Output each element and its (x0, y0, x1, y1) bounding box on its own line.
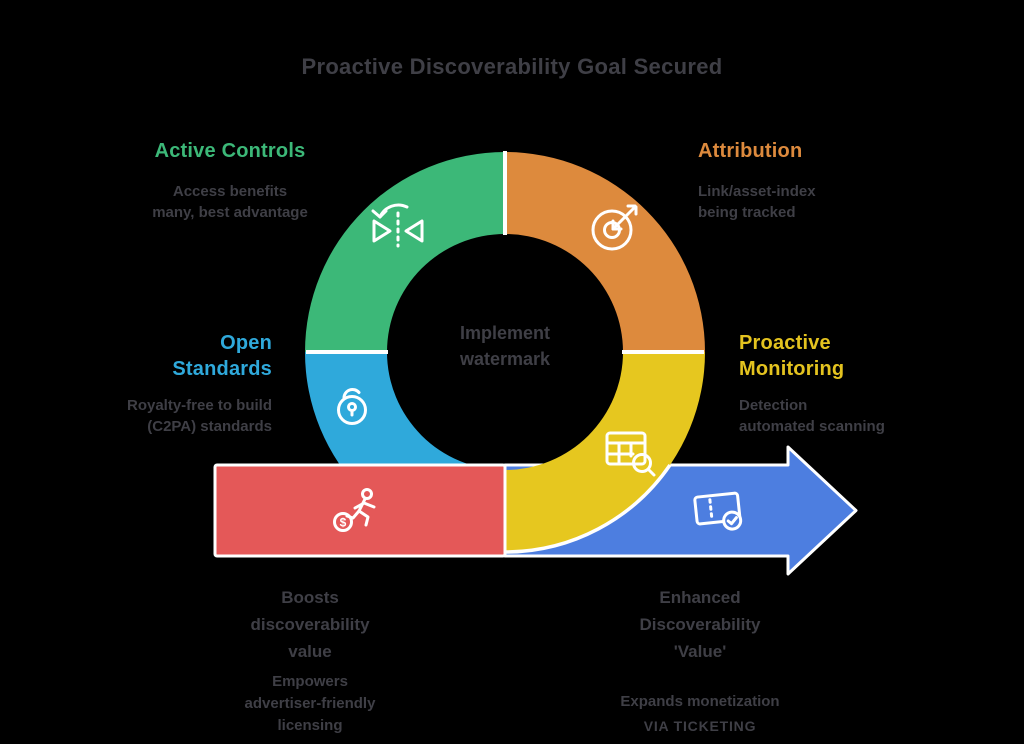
segment-proactive-monitoring (505, 352, 705, 552)
page-title: Proactive Discoverability Goal Secured (301, 54, 723, 79)
ticket-check-icon (693, 491, 743, 531)
attribution-description: Link/asset-index being tracked (698, 183, 816, 221)
callout-bottom-left-primary: Boosts discoverability value (250, 588, 370, 661)
section-open-standards: Open Standards Royalty-free to build (C2… (42, 330, 272, 437)
section-active-controls: Active Controls Access benefits many, be… (125, 138, 335, 223)
open-lock-icon (337, 387, 367, 425)
section-proactive-monitoring: Proactive Monitoring Detection automated… (739, 330, 939, 437)
open-standards-heading: Open Standards (172, 332, 272, 380)
svg-text:$: $ (340, 516, 347, 530)
divider-arrow-arc (504, 464, 672, 554)
callout-bottom-right-primary: Enhanced Discoverability 'Value' (639, 588, 761, 661)
attribution-heading: Attribution (698, 140, 803, 162)
callout-bottom-right-secondary: Expands monetization VIA TICKETING (620, 693, 780, 734)
flip-arrows-icon (371, 203, 424, 248)
active-controls-heading: Active Controls (154, 140, 306, 162)
table-search-icon (605, 431, 656, 477)
proactive-monitoring-heading: Proactive Monitoring (739, 332, 845, 380)
proactive-monitoring-description: Detection automated scanning (739, 397, 885, 435)
section-attribution: Attribution Link/asset-index being track… (698, 138, 918, 223)
open-standards-description: Royalty-free to build (C2PA) standards (126, 397, 272, 435)
center-label: Implement watermark (459, 323, 551, 369)
segment-attribution (505, 152, 705, 352)
segment-active-controls (305, 152, 505, 352)
callout-bottom-left-secondary: Empowers advertiser-friendly licensing (244, 673, 376, 734)
active-controls-description: Access benefits many, best advantage (152, 183, 308, 221)
money-runner-icon: $ (333, 488, 376, 532)
target-dart-icon (591, 204, 638, 251)
